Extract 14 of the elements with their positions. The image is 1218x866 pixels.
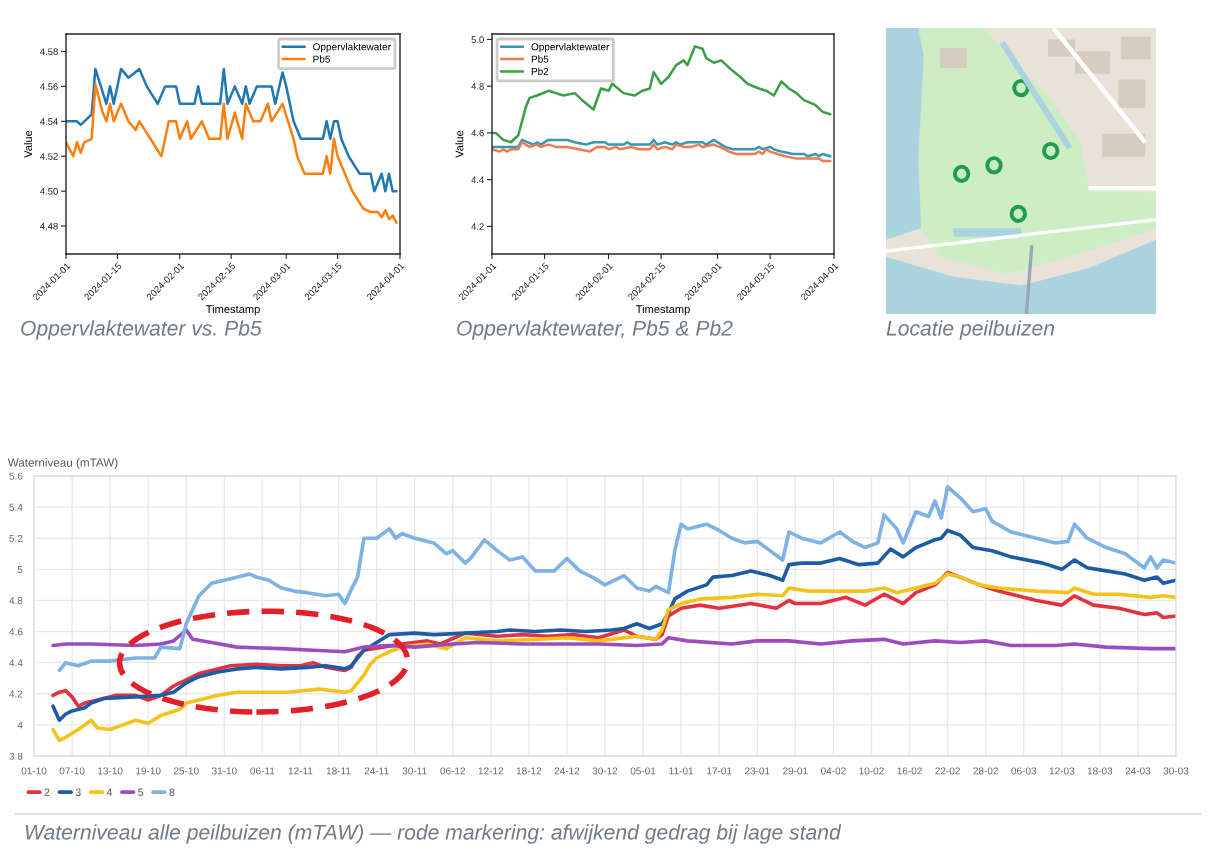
text: Oppervlaktewater vs. Pb5 [21,320,262,340]
text: Locatie peilbuizen [886,320,1055,340]
line-series [492,141,832,163]
line-series [66,83,398,224]
line-series [51,628,1176,654]
line-series [492,45,832,144]
line-series [51,570,1176,709]
text: Waterniveau alle peilbuizen (mTAW) — rode markering: afwijkend gedrag bij lage stand [25,824,842,844]
line-series [492,138,832,158]
line-series [57,485,1176,673]
line-series [66,67,398,193]
line-series [51,572,1176,743]
text: Oppervlaktewater, Pb5 & Pb2 [457,320,733,340]
line-series [51,528,1176,723]
